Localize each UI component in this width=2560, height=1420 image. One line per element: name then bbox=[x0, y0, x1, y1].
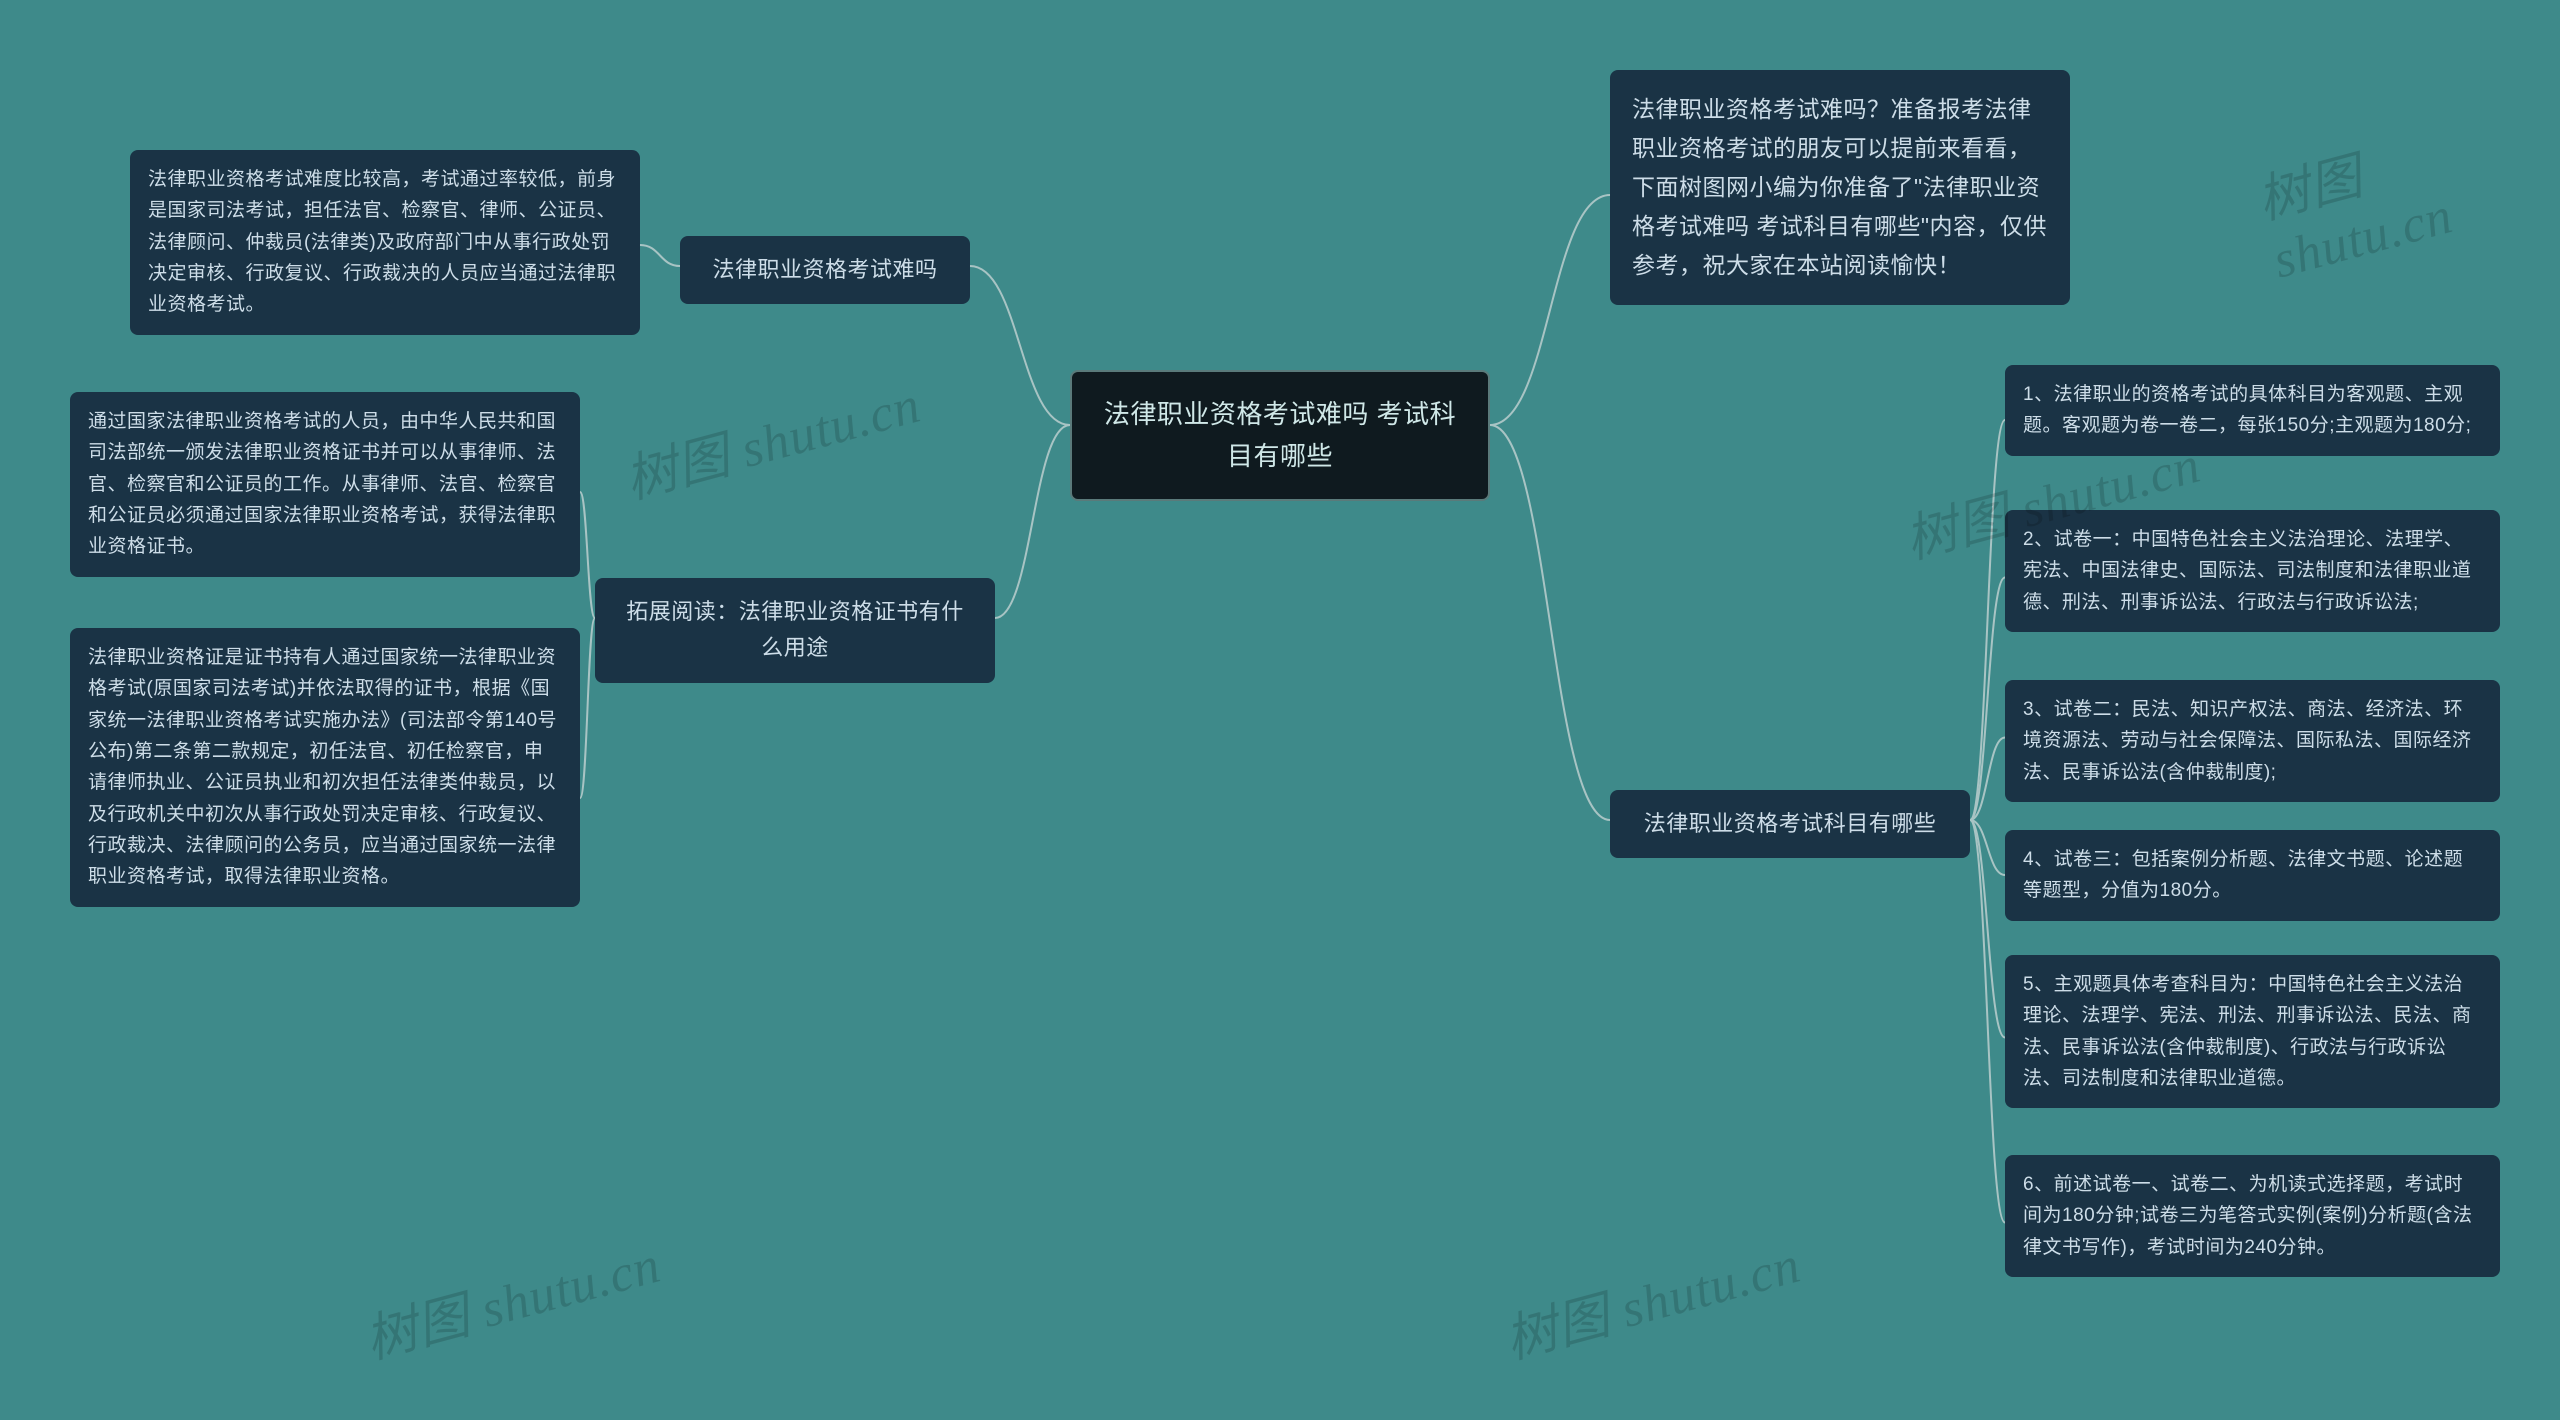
watermark: 树图 shutu.cn bbox=[1495, 1222, 1807, 1373]
leaf-node: 法律职业资格证是证书持有人通过国家统一法律职业资格考试(原国家司法考试)并依法取… bbox=[70, 628, 580, 907]
leaf-node: 4、试卷三：包括案例分析题、法律文书题、论述题等题型，分值为180分。 bbox=[2005, 830, 2500, 921]
connector bbox=[1970, 820, 2005, 1038]
branch-node: 法律职业资格考试科目有哪些 bbox=[1610, 790, 1970, 858]
connector bbox=[1970, 578, 2005, 821]
leaf-node: 1、法律职业的资格考试的具体科目为客观题、主观题。客观题为卷一卷二，每张150分… bbox=[2005, 365, 2500, 456]
leaf-node: 法律职业资格考试难度比较高，考试通过率较低，前身是国家司法考试，担任法官、检察官… bbox=[130, 150, 640, 335]
connector bbox=[1970, 738, 2005, 821]
connector bbox=[580, 492, 595, 618]
connector bbox=[1970, 820, 2005, 875]
connector bbox=[1970, 420, 2005, 820]
branch-node: 法律职业资格考试难吗 bbox=[680, 236, 970, 304]
leaf-node: 5、主观题具体考查科目为：中国特色社会主义法治理论、法理学、宪法、刑法、刑事诉讼… bbox=[2005, 955, 2500, 1108]
leaf-node: 通过国家法律职业资格考试的人员，由中华人民共和国司法部统一颁发法律职业资格证书并… bbox=[70, 392, 580, 577]
watermark: 树图 shutu.cn bbox=[2248, 83, 2560, 290]
leaf-node: 3、试卷二：民法、知识产权法、商法、经济法、环境资源法、劳动与社会保障法、国际私… bbox=[2005, 680, 2500, 802]
watermark: 树图 shutu.cn bbox=[615, 362, 927, 513]
branch-node: 拓展阅读：法律职业资格证书有什么用途 bbox=[595, 578, 995, 683]
leaf-node: 2、试卷一：中国特色社会主义法治理论、法理学、宪法、中国法律史、国际法、司法制度… bbox=[2005, 510, 2500, 632]
connector bbox=[1490, 195, 1610, 425]
intro-node: 法律职业资格考试难吗？准备报考法律职业资格考试的朋友可以提前来看看，下面树图网小… bbox=[1610, 70, 2070, 305]
watermark: 树图 shutu.cn bbox=[355, 1222, 667, 1373]
connector bbox=[1970, 820, 2005, 1223]
connector bbox=[640, 245, 680, 266]
connector bbox=[995, 425, 1070, 618]
root-node: 法律职业资格考试难吗 考试科目有哪些 bbox=[1070, 370, 1490, 501]
connector bbox=[1490, 425, 1610, 820]
connector bbox=[580, 618, 595, 798]
leaf-node: 6、前述试卷一、试卷二、为机读式选择题，考试时间为180分钟;试卷三为笔答式实例… bbox=[2005, 1155, 2500, 1277]
connector bbox=[970, 266, 1070, 425]
